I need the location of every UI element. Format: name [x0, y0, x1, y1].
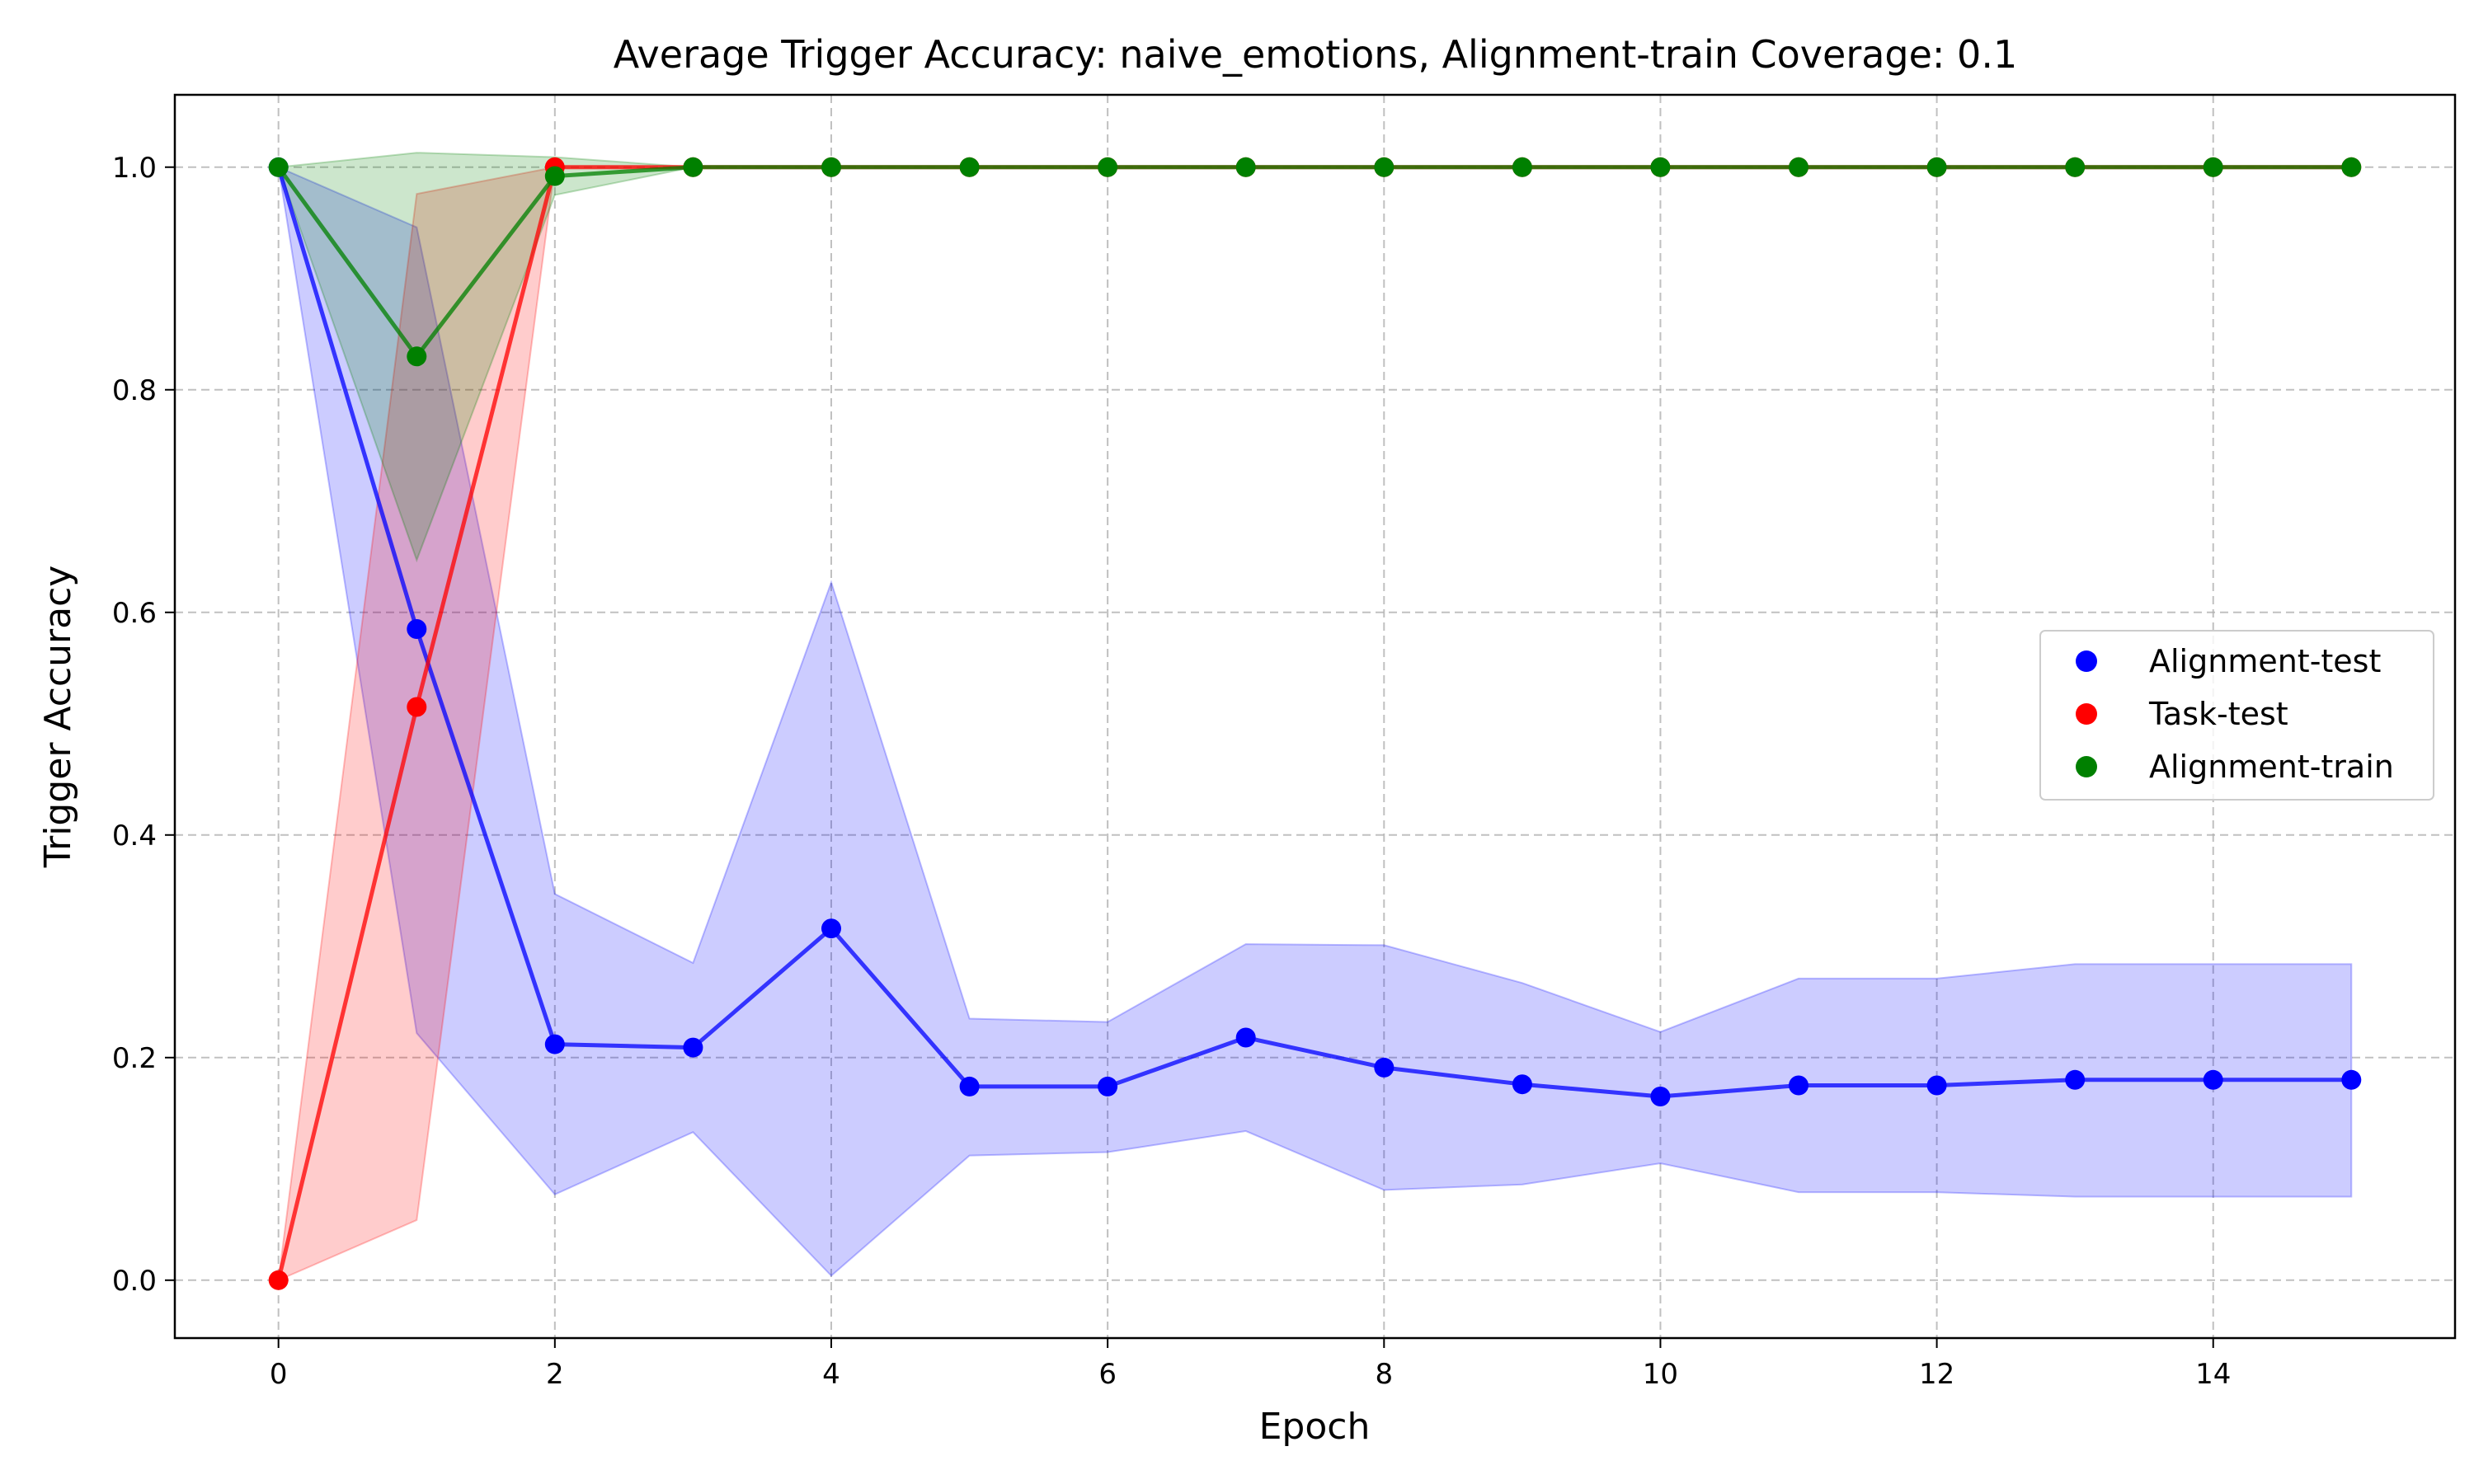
point-alignment-test [1098, 1076, 1118, 1097]
point-alignment-train [1789, 157, 1808, 177]
point-alignment-test [1926, 1075, 1947, 1096]
point-alignment-train [544, 166, 565, 186]
legend-box [2039, 630, 2434, 801]
y-tick-label: 1.0 [112, 152, 157, 185]
legend-label: Alignment-test [2149, 643, 2381, 679]
point-alignment-train [2065, 157, 2086, 177]
legend-label: Task-test [2148, 696, 2288, 732]
point-alignment-test [407, 619, 427, 639]
legend-marker [2076, 756, 2097, 777]
y-tick-label: 0.4 [112, 819, 157, 852]
x-tick-label: 12 [1919, 1358, 1954, 1391]
point-alignment-train [1098, 157, 1118, 177]
point-alignment-train [268, 157, 289, 177]
legend-marker [2076, 703, 2097, 725]
point-alignment-test [821, 918, 841, 939]
point-alignment-train [683, 157, 703, 177]
point-alignment-train [1650, 157, 1671, 177]
point-alignment-train [959, 157, 980, 177]
point-task-test [407, 697, 427, 717]
chart-title: Average Trigger Accuracy: naive_emotions… [614, 32, 2017, 77]
legend: Alignment-test Task-test Alignment-train [2039, 630, 2434, 801]
x-tick-label: 2 [546, 1358, 564, 1391]
point-alignment-train [2203, 157, 2223, 177]
point-alignment-train [821, 157, 841, 177]
point-alignment-test [1650, 1087, 1671, 1106]
point-alignment-train [1235, 157, 1256, 177]
point-alignment-test [2065, 1069, 2086, 1090]
series-lines [276, 165, 2352, 1281]
line-alignment-train [276, 165, 2352, 359]
y-tick-label: 0.0 [112, 1265, 157, 1298]
x-tick-label: 4 [822, 1358, 840, 1391]
point-alignment-train [407, 346, 427, 367]
y-axis-ticks: 0.0 0.2 0.4 0.6 0.8 1.0 [112, 152, 175, 1298]
point-alignment-train [1512, 157, 1532, 177]
point-alignment-test [959, 1076, 980, 1097]
x-tick-label: 8 [1375, 1358, 1393, 1391]
plot-frame [173, 93, 2457, 1340]
point-alignment-test [1512, 1074, 1532, 1095]
x-tick-label: 10 [1643, 1358, 1678, 1391]
point-alignment-test [2203, 1069, 2223, 1090]
line-alignment-test [276, 167, 2352, 1099]
point-task-test [268, 1270, 289, 1290]
point-alignment-test [683, 1037, 703, 1058]
y-axis-title: Trigger Accuracy [37, 566, 79, 869]
series-points [268, 157, 2362, 1290]
y-tick-label: 0.6 [112, 597, 157, 630]
x-tick-label: 0 [270, 1358, 288, 1391]
point-alignment-test [1235, 1027, 1256, 1048]
y-tick-label: 0.2 [112, 1042, 157, 1075]
x-axis-ticks: 0 2 4 6 8 10 12 14 [270, 1338, 2231, 1391]
x-tick-label: 6 [1098, 1358, 1117, 1391]
x-tick-label: 14 [2195, 1358, 2231, 1391]
y-tick-label: 0.8 [112, 374, 157, 407]
legend-marker [2076, 650, 2097, 672]
point-alignment-train [1374, 157, 1395, 177]
point-alignment-test [1374, 1057, 1395, 1078]
legend-label: Alignment-train [2149, 749, 2394, 785]
point-alignment-test [544, 1034, 565, 1054]
point-alignment-train [2341, 157, 2362, 177]
point-alignment-test [2341, 1069, 2362, 1090]
point-alignment-test [1789, 1075, 1808, 1096]
point-alignment-train [1926, 157, 1947, 177]
x-axis-title: Epoch [1259, 1406, 1371, 1448]
